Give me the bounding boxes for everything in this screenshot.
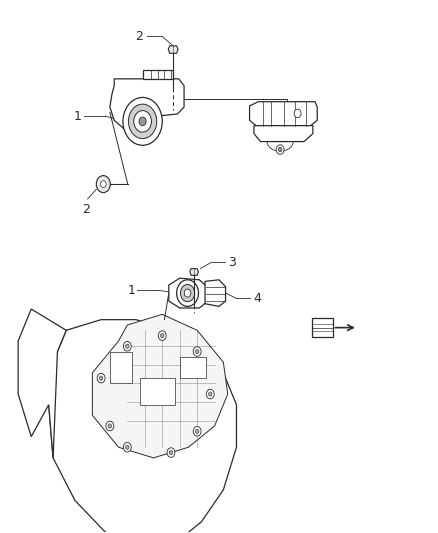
Circle shape [96, 175, 110, 192]
Text: 1: 1 [127, 284, 135, 297]
Polygon shape [250, 102, 317, 126]
Circle shape [158, 331, 166, 341]
Polygon shape [169, 278, 208, 308]
Circle shape [167, 448, 175, 457]
Text: 3: 3 [228, 256, 236, 269]
Circle shape [177, 280, 198, 306]
Text: 2: 2 [82, 203, 90, 216]
Circle shape [126, 445, 129, 449]
Circle shape [279, 148, 282, 152]
Circle shape [195, 429, 199, 433]
Circle shape [160, 334, 164, 338]
Circle shape [97, 373, 105, 383]
Polygon shape [190, 269, 198, 276]
Polygon shape [205, 280, 226, 306]
Polygon shape [92, 314, 228, 458]
Circle shape [180, 285, 194, 302]
Circle shape [195, 350, 199, 354]
Bar [180, 357, 206, 378]
Text: 2: 2 [136, 30, 144, 43]
Polygon shape [168, 46, 178, 53]
Circle shape [184, 289, 191, 297]
Circle shape [100, 181, 106, 188]
Circle shape [124, 442, 131, 452]
Circle shape [106, 421, 114, 431]
Circle shape [126, 344, 129, 349]
Circle shape [193, 347, 201, 357]
Circle shape [108, 424, 112, 428]
Polygon shape [18, 309, 66, 458]
Circle shape [208, 392, 212, 396]
Circle shape [134, 111, 152, 132]
Circle shape [99, 376, 103, 380]
Polygon shape [254, 126, 313, 142]
Circle shape [206, 389, 214, 399]
Text: 4: 4 [253, 292, 261, 305]
Circle shape [123, 98, 162, 146]
Circle shape [169, 450, 173, 455]
Circle shape [128, 104, 157, 139]
Circle shape [193, 426, 201, 436]
Bar [141, 378, 175, 405]
Polygon shape [110, 79, 184, 143]
Bar [110, 352, 132, 383]
Circle shape [294, 109, 301, 118]
Circle shape [124, 342, 131, 351]
Circle shape [139, 117, 146, 126]
Bar [311, 318, 332, 337]
Text: 1: 1 [74, 110, 81, 123]
Polygon shape [143, 70, 173, 79]
Polygon shape [49, 320, 237, 533]
Circle shape [276, 145, 284, 155]
